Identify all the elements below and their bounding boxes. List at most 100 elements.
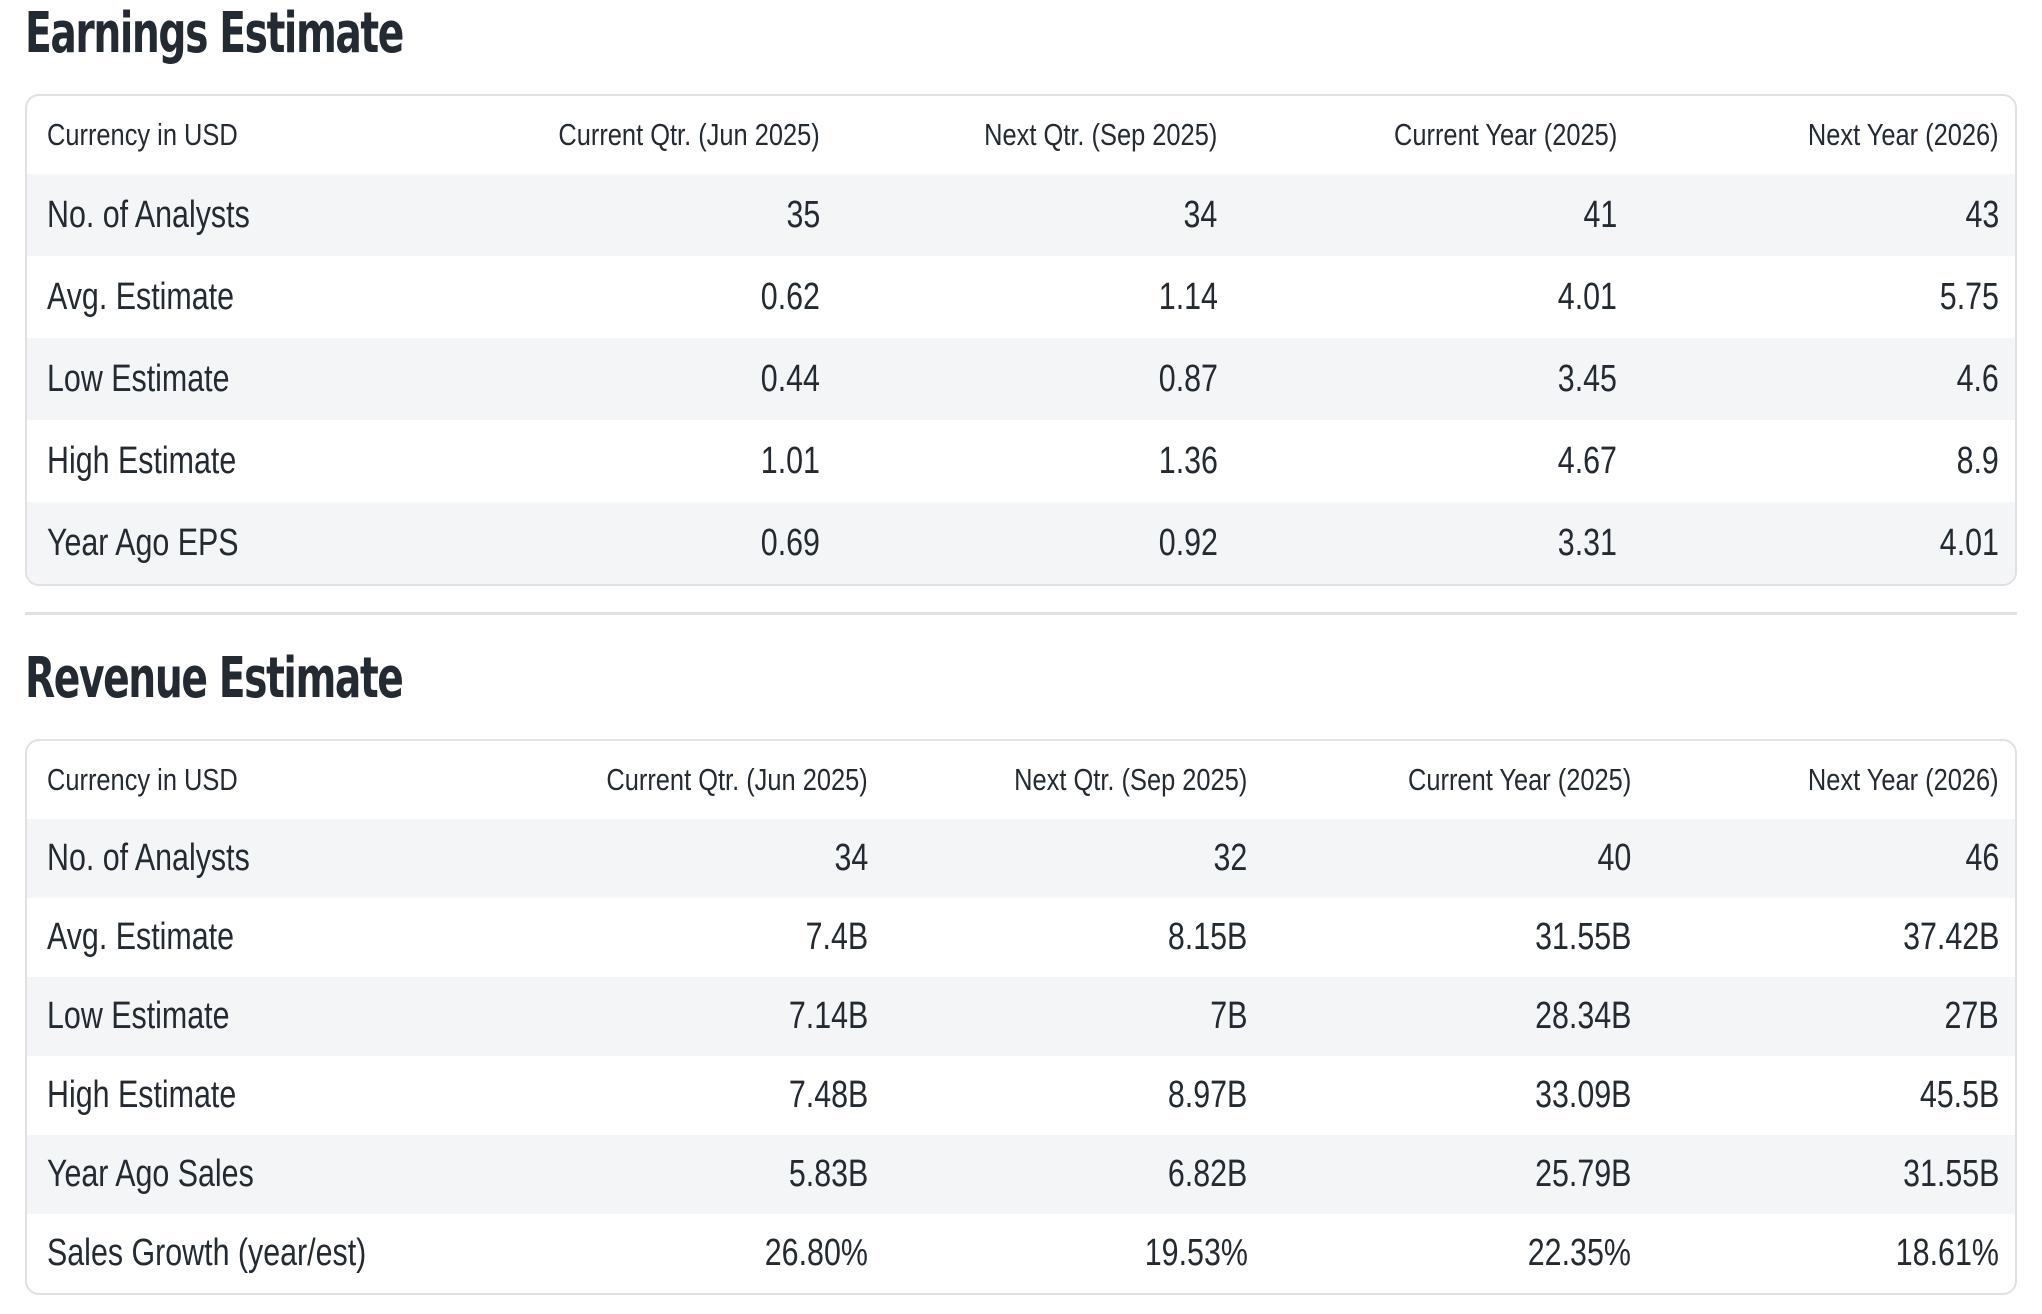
row-label: Year Ago EPS: [47, 521, 239, 564]
cell-value: 3.45: [1558, 357, 1618, 400]
value-cell: 8.97B: [884, 1056, 1264, 1135]
table-header: Currency in USD Current Qtr. (Jun 2025) …: [27, 741, 2015, 819]
cell-value: 1.36: [1158, 439, 1218, 482]
cell-value: 22.35%: [1528, 1232, 1632, 1274]
row-label: High Estimate: [47, 1074, 237, 1116]
value-cell: 41: [1234, 174, 1634, 256]
row-label-cell: No. of Analysts: [27, 819, 506, 898]
cell-value: 1.01: [760, 439, 821, 482]
value-cell: 40: [1264, 819, 1648, 898]
column-header-label: Current Qtr. (Jun 2025): [558, 117, 821, 152]
column-header-next-year: Next Year (2026): [1633, 96, 2015, 174]
table-row: No. of Analysts 35 34 41 43: [27, 174, 2015, 256]
cell-value: 27B: [1944, 995, 1999, 1037]
table-row: High Estimate 1.01 1.36 4.67 8.9: [27, 420, 2015, 502]
table-row: No. of Analysts 34 32 40 46: [27, 819, 2015, 898]
column-header-label: Current Year (2025): [1407, 762, 1632, 797]
cell-value: 25.79B: [1534, 1153, 1632, 1195]
row-label: Low Estimate: [47, 357, 230, 400]
row-label-cell: Avg. Estimate: [27, 898, 506, 977]
row-label-cell: Sales Growth (year/est): [27, 1214, 506, 1293]
table-row: Avg. Estimate 7.4B 8.15B 31.55B 37.42B: [27, 898, 2015, 977]
cell-value: 34: [833, 837, 868, 879]
cell-value: 33.09B: [1534, 1074, 1632, 1116]
row-label-cell: Year Ago EPS: [27, 502, 439, 584]
table-header: Currency in USD Current Qtr. (Jun 2025) …: [27, 96, 2015, 174]
row-label-cell: Low Estimate: [27, 977, 506, 1056]
cell-value: 43: [1965, 193, 1999, 236]
table-row: Sales Growth (year/est) 26.80% 19.53% 22.35…: [27, 1214, 2015, 1293]
value-cell: 18.61%: [1647, 1214, 2015, 1293]
cell-value: 35: [786, 193, 821, 236]
value-cell: 27B: [1647, 977, 2015, 1056]
cell-value: 32: [1213, 837, 1248, 879]
column-header-current-qtr: Current Qtr. (Jun 2025): [506, 741, 884, 819]
value-cell: 4.67: [1234, 420, 1634, 502]
cell-value: 8.9: [1956, 439, 1999, 482]
value-cell: 1.14: [836, 256, 1234, 338]
row-label: Avg. Estimate: [47, 916, 234, 958]
value-cell: 4.6: [1633, 338, 2015, 420]
value-cell: 32: [884, 819, 1264, 898]
value-cell: 0.62: [439, 256, 837, 338]
section-title-earnings: Earnings Estimate: [25, 6, 2017, 62]
value-cell: 31.55B: [1647, 1135, 2015, 1214]
cell-value: 45.5B: [1919, 1074, 1999, 1116]
column-header-label: Next Year (2026): [1808, 117, 1999, 152]
value-cell: 33.09B: [1264, 1056, 1648, 1135]
value-cell: 6.82B: [884, 1135, 1264, 1214]
header-row: Currency in USD Current Qtr. (Jun 2025) …: [27, 96, 2015, 174]
value-cell: 43: [1633, 174, 2015, 256]
value-cell: 31.55B: [1264, 898, 1648, 977]
column-header-current-year: Current Year (2025): [1234, 96, 1634, 174]
column-header-label: Next Qtr. (Sep 2025): [1014, 762, 1248, 797]
cell-value: 3.31: [1558, 521, 1618, 564]
row-label-cell: Year Ago Sales: [27, 1135, 506, 1214]
value-cell: 0.69: [439, 502, 837, 584]
section-title-text: Earnings Estimate: [25, 1, 404, 66]
cell-value: 18.61%: [1895, 1232, 1999, 1274]
value-cell: 0.44: [439, 338, 837, 420]
column-header-label: Currency in USD: [47, 117, 238, 152]
column-header-label: Currency in USD: [47, 762, 238, 797]
value-cell: 37.42B: [1647, 898, 2015, 977]
column-header-label: Current Qtr. (Jun 2025): [606, 762, 868, 797]
row-label: No. of Analysts: [47, 193, 250, 236]
cell-value: 7B: [1210, 995, 1248, 1037]
column-header-label: Current Year (2025): [1394, 117, 1618, 152]
section-title-revenue: Revenue Estimate: [25, 651, 2017, 707]
section-divider: [25, 612, 2017, 615]
column-header-currency: Currency in USD: [27, 741, 506, 819]
table-row: Low Estimate 0.44 0.87 3.45 4.6: [27, 338, 2015, 420]
table-row: High Estimate 7.48B 8.97B 33.09B 45.5B: [27, 1056, 2015, 1135]
revenue-estimate-section: Revenue Estimate Currency in USD Current…: [25, 651, 2017, 1295]
section-title-text: Revenue Estimate: [25, 646, 404, 711]
value-cell: 1.36: [836, 420, 1234, 502]
header-row: Currency in USD Current Qtr. (Jun 2025) …: [27, 741, 2015, 819]
value-cell: 7.48B: [506, 1056, 884, 1135]
value-cell: 3.45: [1234, 338, 1634, 420]
revenue-estimate-card: Currency in USD Current Qtr. (Jun 2025) …: [25, 739, 2017, 1295]
value-cell: 22.35%: [1264, 1214, 1648, 1293]
earnings-estimate-card: Currency in USD Current Qtr. (Jun 2025) …: [25, 94, 2017, 586]
value-cell: 25.79B: [1264, 1135, 1648, 1214]
value-cell: 26.80%: [506, 1214, 884, 1293]
cell-value: 4.01: [1939, 521, 1999, 564]
value-cell: 0.92: [836, 502, 1234, 584]
column-header-current-year: Current Year (2025): [1264, 741, 1648, 819]
value-cell: 0.87: [836, 338, 1234, 420]
value-cell: 34: [506, 819, 884, 898]
value-cell: 7.4B: [506, 898, 884, 977]
value-cell: 8.9: [1633, 420, 2015, 502]
row-label: No. of Analysts: [47, 837, 250, 879]
row-label-cell: High Estimate: [27, 1056, 506, 1135]
column-header-next-qtr: Next Qtr. (Sep 2025): [884, 741, 1264, 819]
cell-value: 7.48B: [788, 1074, 868, 1116]
row-label-cell: Low Estimate: [27, 338, 439, 420]
row-label-cell: High Estimate: [27, 420, 439, 502]
table-row: Year Ago EPS 0.69 0.92 3.31 4.01: [27, 502, 2015, 584]
cell-value: 8.15B: [1168, 916, 1248, 958]
table-body: No. of Analysts 34 32 40 46 Avg. Estimate 7.4B…: [27, 819, 2015, 1293]
column-header-next-qtr: Next Qtr. (Sep 2025): [836, 96, 1234, 174]
cell-value: 4.6: [1956, 357, 1999, 400]
